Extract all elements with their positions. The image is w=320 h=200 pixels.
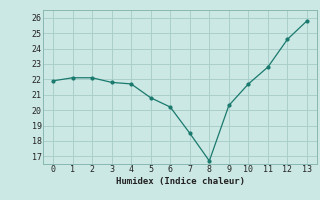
X-axis label: Humidex (Indice chaleur): Humidex (Indice chaleur) (116, 177, 244, 186)
